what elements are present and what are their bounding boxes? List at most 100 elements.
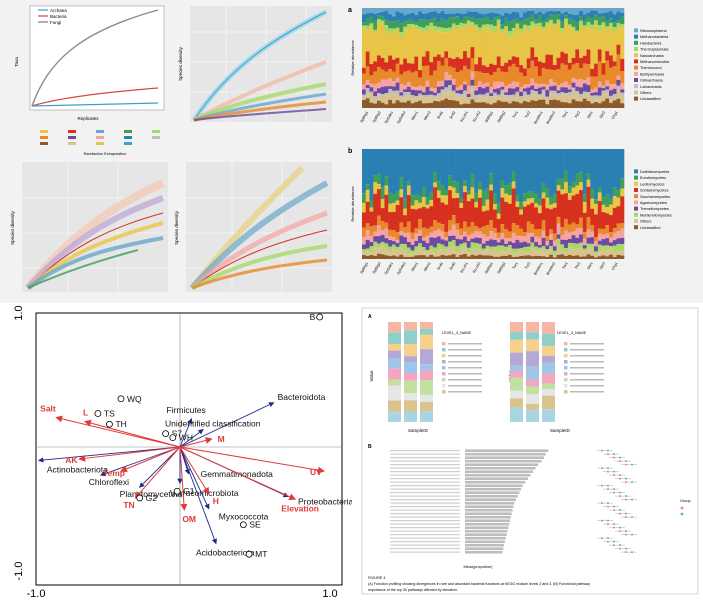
stack-bar-segment (609, 237, 614, 243)
stack-bar-segment (470, 198, 475, 223)
stack-bar-segment (365, 84, 370, 89)
stack-bar-segment (500, 149, 505, 180)
stack-bar-segment (376, 173, 382, 185)
pathway-bar (465, 477, 528, 480)
function-legend-swatch (564, 372, 568, 376)
function-stack-segment (526, 379, 539, 387)
stack-bar-segment (470, 26, 475, 48)
stack-bar-segment (612, 61, 617, 67)
stack-bar-segment (504, 243, 509, 247)
stack-bar-segment (421, 227, 426, 238)
stack-bar-segment (564, 93, 569, 95)
stack-bar-segment (470, 8, 475, 12)
stack-bar-segment (522, 76, 527, 85)
stack-bar-segment (478, 249, 483, 255)
stack-bar-segment (571, 149, 576, 182)
stack-bar-segment (391, 237, 396, 242)
stack-bar-segment (478, 149, 483, 182)
function-stack-segment (526, 403, 539, 411)
stack-legend-label: Tremellomycetes (640, 207, 669, 211)
stack-bar-segment (500, 28, 505, 34)
stack-bar-segment (451, 13, 456, 18)
pathway-bar (465, 459, 542, 463)
stack-bar-segment (571, 187, 576, 196)
stack-bar-segment (391, 21, 396, 29)
function-legend-text-line (448, 355, 482, 357)
stack-bar-segment (500, 250, 505, 256)
stack-bar-segment (414, 255, 419, 259)
stack-bar-segment (597, 87, 602, 96)
stack-bar-segment (586, 149, 591, 174)
pathway-name-line (390, 530, 460, 532)
stack-bar-segment (459, 197, 464, 204)
stack-bar-segment (365, 25, 370, 30)
stack-bar-segment (384, 255, 389, 259)
stack-bar-segment (526, 8, 531, 11)
stack-bar-segment (564, 170, 569, 182)
stack-bar-segment (519, 87, 524, 92)
stack-bar-segment (373, 61, 378, 72)
stack-bar-segment (399, 149, 404, 178)
stack-bar-segment (620, 196, 625, 224)
pathway-bar (465, 526, 509, 529)
stack-tick-label: Sbr2 (599, 111, 606, 120)
site-label: TH (115, 419, 126, 429)
env-arrow (78, 446, 181, 462)
stack-bar-segment (597, 25, 602, 32)
stack-bar-segment (556, 19, 561, 23)
stack-bar-segment (620, 255, 625, 259)
stack-bar-segment (616, 223, 621, 232)
stack-bar-segment (395, 256, 400, 259)
stack-bar-segment (537, 99, 542, 108)
stack-bar-segment (369, 246, 374, 253)
group-point (619, 526, 621, 529)
pathway-bar (465, 540, 505, 543)
stack-bar-segment (560, 250, 565, 255)
stack-bar-segment (597, 49, 602, 62)
stack-bar-segment (376, 243, 382, 249)
stack-bar-segment (507, 103, 513, 108)
stack-bar-segment (362, 89, 367, 95)
stack-bar-segment (560, 51, 565, 64)
stack-bar-segment (530, 198, 535, 203)
stack-bar-segment (459, 243, 464, 249)
stack-bar-segment (410, 253, 415, 257)
stack-bar-segment (612, 245, 617, 253)
stack-bar-segment (373, 255, 378, 259)
stack-bar-segment (579, 227, 584, 235)
stack-tick-label: Chg1 (611, 111, 619, 120)
stack-bar-segment (388, 55, 393, 70)
stack-bar-segment (425, 8, 430, 14)
stack-bar-segment (474, 201, 479, 208)
stack-bar-segment (380, 221, 385, 231)
stack-bar-segment (395, 82, 400, 91)
pathway-name-line (390, 548, 460, 550)
stack-bar-segment (594, 203, 599, 215)
stack-bar-segment (552, 23, 557, 26)
stack-bar-segment (601, 245, 606, 249)
stack-bar-segment (414, 233, 419, 241)
stack-bar-segment (500, 197, 505, 225)
stack-legend-swatch (634, 28, 638, 33)
stack-bar-segment (384, 228, 389, 239)
stack-bar-segment (410, 256, 415, 259)
stack-bar-segment (414, 28, 419, 57)
taxa-label: Myxococcota (219, 512, 269, 522)
stack-bar-segment (597, 244, 602, 252)
stack-bar-segment (530, 78, 535, 86)
stack-bar-segment (612, 27, 617, 32)
stack-bar-segment (507, 231, 513, 239)
stack-bar-segment (534, 88, 539, 92)
stack-bar-segment (365, 66, 370, 81)
stack-bar-segment (609, 99, 614, 103)
stack-bar-segment (612, 252, 617, 258)
stack-bar-segment (478, 189, 483, 198)
pathway-name-line (390, 478, 460, 480)
stack-bar-segment (373, 241, 378, 248)
group-point (625, 481, 627, 484)
group-point (613, 453, 615, 456)
stack-legend-swatch (634, 59, 638, 64)
stack-bar-segment (362, 22, 367, 26)
stack-bar-segment (560, 244, 565, 251)
stack-bar-segment (418, 19, 423, 27)
